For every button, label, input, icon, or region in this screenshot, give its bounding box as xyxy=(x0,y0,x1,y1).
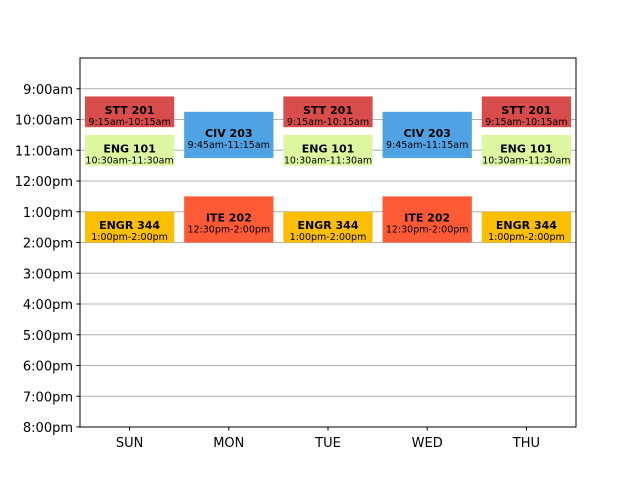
event-course-label: ENGR 344 xyxy=(99,219,160,232)
event-time-label: 12:30pm-2:00pm xyxy=(187,224,270,235)
event-time-label: 9:45am-11:15am xyxy=(386,140,468,151)
event-rect xyxy=(283,134,373,166)
y-axis: 9:00am 10:00am 11:00am 12:00pm 1:00pm 2:00pm 3… xyxy=(15,83,80,436)
x-tick-label: SUN xyxy=(116,436,144,451)
event-course-label: ENGR 344 xyxy=(297,219,358,232)
y-tick-label: 11:00am xyxy=(15,144,73,159)
event-time-label: 9:45am-11:15am xyxy=(188,140,270,151)
y-tick-label: 8:00pm xyxy=(23,421,73,436)
event-course-label: ENG 101 xyxy=(302,142,355,155)
event-course-label: ITE 202 xyxy=(404,211,450,224)
event-rect xyxy=(84,96,175,128)
event-time-label: 9:15am-10:15am xyxy=(88,117,170,128)
event-course-label: ENGR 344 xyxy=(496,219,557,232)
event-time-label: 10:30am-11:30am xyxy=(85,155,173,166)
event-rect xyxy=(382,111,472,158)
event-course-label: STT 201 xyxy=(303,104,353,117)
x-tick-label: MON xyxy=(213,436,244,451)
event-rect xyxy=(481,134,572,166)
event-time-label: 10:30am-11:30am xyxy=(284,155,372,166)
event-time-label: 10:30am-11:30am xyxy=(482,155,570,166)
y-tick-label: 6:00pm xyxy=(23,360,73,375)
event-time-label: 1:00pm-2:00pm xyxy=(290,232,367,243)
y-tick-label: 9:00am xyxy=(23,83,73,98)
event-rect xyxy=(283,96,373,128)
x-tick-label: TUE xyxy=(314,436,341,451)
x-tick-label: WED xyxy=(412,436,443,451)
event-course-label: STT 201 xyxy=(105,104,155,117)
event-rect xyxy=(481,211,572,243)
event-time-label: 9:15am-10:15am xyxy=(485,117,567,128)
x-axis: SUN MON TUE WED THU xyxy=(116,427,540,451)
y-tick-label: 5:00pm xyxy=(23,329,73,344)
event-rect xyxy=(184,196,274,243)
event-course-label: CIV 203 xyxy=(205,127,252,140)
event-course-label: ENG 101 xyxy=(103,142,156,155)
event-course-label: CIV 203 xyxy=(403,127,450,140)
event-course-label: ENG 101 xyxy=(500,142,553,155)
y-tick-label: 1:00pm xyxy=(23,206,73,221)
y-tick-label: 3:00pm xyxy=(23,267,73,282)
x-tick-label: THU xyxy=(512,436,540,451)
event-course-label: ITE 202 xyxy=(206,211,252,224)
event-rect xyxy=(481,96,572,128)
y-tick-label: 4:00pm xyxy=(23,298,73,313)
event-rect xyxy=(382,196,472,243)
event-rect xyxy=(184,111,274,158)
event-rect xyxy=(84,134,175,166)
event-time-label: 9:15am-10:15am xyxy=(287,117,369,128)
event-course-label: STT 201 xyxy=(501,104,551,117)
y-tick-label: 12:00pm xyxy=(15,175,73,190)
event-rect xyxy=(84,211,175,243)
y-tick-label: 7:00pm xyxy=(23,390,73,405)
event-time-label: 12:30pm-2:00pm xyxy=(386,224,469,235)
event-time-label: 1:00pm-2:00pm xyxy=(488,232,565,243)
event-time-label: 1:00pm-2:00pm xyxy=(91,232,168,243)
y-tick-label: 10:00am xyxy=(15,114,73,129)
y-tick-label: 2:00pm xyxy=(23,237,73,252)
event-rect xyxy=(283,211,373,243)
